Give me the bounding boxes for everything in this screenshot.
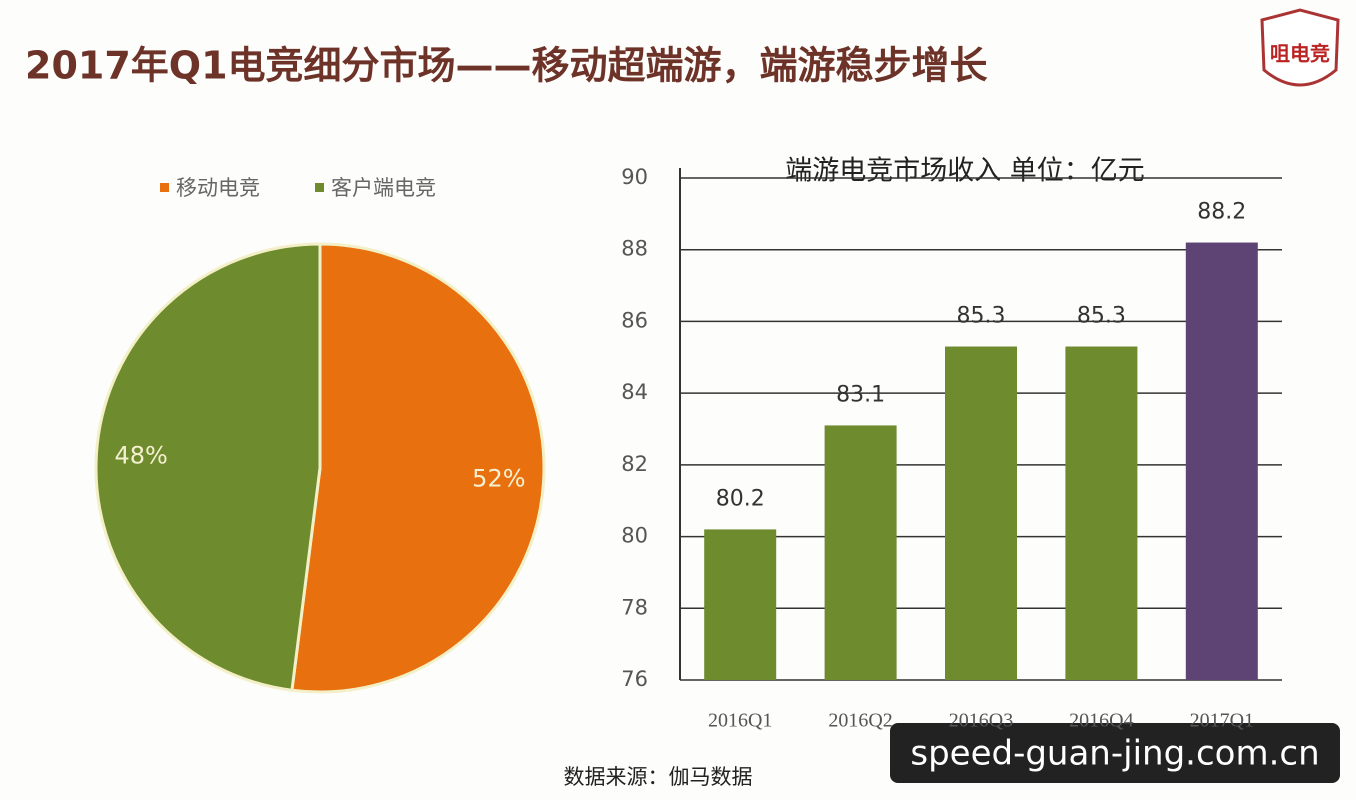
legend-label: 客户端电竞 bbox=[331, 176, 436, 200]
legend-label: 移动电竞 bbox=[176, 176, 260, 200]
y-tick-label: 76 bbox=[621, 667, 648, 691]
x-tick-label: 2017Q1 bbox=[1190, 710, 1254, 732]
bar bbox=[704, 529, 777, 680]
bar bbox=[824, 425, 897, 680]
y-tick-label: 84 bbox=[621, 380, 648, 404]
bar bbox=[1065, 346, 1138, 680]
legend-swatch bbox=[160, 183, 169, 192]
source-note: 数据来源：伽马数据 bbox=[564, 765, 753, 789]
logo: 咀电竞 bbox=[1260, 8, 1340, 87]
logo-shield bbox=[1260, 8, 1340, 87]
x-tick-label: 2016Q3 bbox=[949, 710, 1013, 732]
y-tick-label: 86 bbox=[621, 308, 648, 332]
pie-slice bbox=[290, 242, 546, 694]
x-tick-label: 2016Q4 bbox=[1069, 710, 1133, 732]
y-tick-label: 78 bbox=[621, 595, 648, 619]
x-tick-label: 2016Q1 bbox=[708, 710, 772, 732]
slide-title: 2017年Q1电竞细分市场——移动超端游，端游稳步增长 bbox=[25, 44, 988, 88]
y-tick-label: 88 bbox=[621, 237, 648, 261]
y-tick-label: 80 bbox=[621, 524, 648, 548]
chart-title: 端游电竞市场收入 单位：亿元 bbox=[785, 156, 1145, 187]
value-label: 88.2 bbox=[1197, 200, 1246, 225]
value-label: 83.1 bbox=[836, 382, 885, 407]
watermark-box bbox=[890, 723, 1340, 783]
y-tick-label: 82 bbox=[621, 452, 648, 476]
watermark: speed-guan-jing.com.cn bbox=[910, 734, 1319, 774]
slice-label: 52% bbox=[472, 464, 525, 492]
logo-text: 咀电竞 bbox=[1270, 42, 1330, 66]
bar bbox=[945, 346, 1017, 680]
slice-label: 48% bbox=[114, 442, 167, 470]
pie-slice bbox=[94, 242, 322, 692]
y-tick-label: 90 bbox=[621, 165, 648, 189]
value-label: 85.3 bbox=[1077, 304, 1126, 329]
legend-swatch bbox=[315, 183, 324, 192]
value-label: 85.3 bbox=[957, 304, 1006, 329]
x-tick-label: 2016Q2 bbox=[828, 710, 892, 732]
value-label: 80.2 bbox=[716, 486, 765, 511]
bar bbox=[1185, 242, 1258, 681]
